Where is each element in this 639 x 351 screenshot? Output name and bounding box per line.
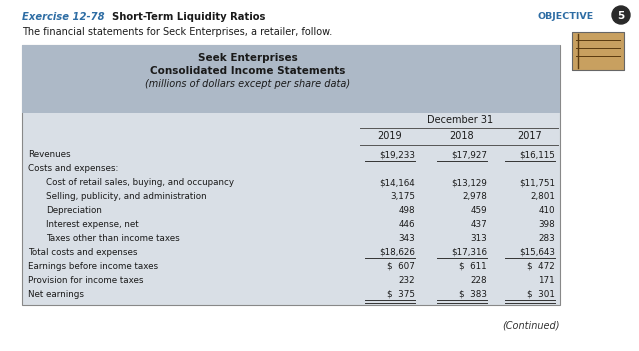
Text: $17,316: $17,316	[451, 248, 487, 257]
Text: 3,175: 3,175	[390, 192, 415, 201]
Text: Consolidated Income Statements: Consolidated Income Statements	[150, 66, 346, 76]
Text: Selling, publicity, and administration: Selling, publicity, and administration	[46, 192, 206, 201]
Text: 5: 5	[617, 11, 625, 21]
Text: $  611: $ 611	[459, 262, 487, 271]
Text: $  301: $ 301	[527, 290, 555, 299]
Text: 2017: 2017	[518, 131, 543, 141]
Text: 2019: 2019	[378, 131, 403, 141]
Text: 2,978: 2,978	[462, 192, 487, 201]
Text: $11,751: $11,751	[519, 178, 555, 187]
Text: $  375: $ 375	[387, 290, 415, 299]
Text: $  383: $ 383	[459, 290, 487, 299]
Text: Interest expense, net: Interest expense, net	[46, 220, 139, 229]
Text: 398: 398	[538, 220, 555, 229]
Text: 2,801: 2,801	[530, 192, 555, 201]
Text: Earnings before income taxes: Earnings before income taxes	[28, 262, 158, 271]
Text: Cost of retail sales, buying, and occupancy: Cost of retail sales, buying, and occupa…	[46, 178, 234, 187]
Text: Taxes other than income taxes: Taxes other than income taxes	[46, 234, 180, 243]
Text: 232: 232	[398, 276, 415, 285]
Text: 437: 437	[470, 220, 487, 229]
Text: $16,115: $16,115	[519, 151, 555, 159]
Text: The financial statements for Seck Enterprises, a retailer, follow.: The financial statements for Seck Enterp…	[22, 27, 332, 37]
Text: Net earnings: Net earnings	[28, 290, 84, 299]
Text: 228: 228	[470, 276, 487, 285]
Text: 446: 446	[399, 220, 415, 229]
Text: $  607: $ 607	[387, 262, 415, 271]
Text: $15,643: $15,643	[519, 248, 555, 257]
Text: 171: 171	[539, 276, 555, 285]
Bar	[22, 45, 560, 305]
Text: Exercise 12-78: Exercise 12-78	[22, 12, 105, 22]
Text: Provision for income taxes: Provision for income taxes	[28, 276, 144, 285]
Text: $14,164: $14,164	[380, 178, 415, 187]
Text: 459: 459	[470, 206, 487, 215]
Text: 498: 498	[398, 206, 415, 215]
Text: $18,626: $18,626	[379, 248, 415, 257]
Text: Costs and expenses:: Costs and expenses:	[28, 164, 118, 173]
Text: (Continued): (Continued)	[502, 320, 560, 330]
Bar	[22, 45, 560, 113]
Text: Short-Term Liquidity Ratios: Short-Term Liquidity Ratios	[112, 12, 265, 22]
Text: December 31: December 31	[427, 115, 493, 125]
Text: 283: 283	[538, 234, 555, 243]
Circle shape	[612, 6, 630, 24]
Text: Total costs and expenses: Total costs and expenses	[28, 248, 137, 257]
Text: $19,233: $19,233	[379, 151, 415, 159]
Text: Revenues: Revenues	[28, 151, 71, 159]
Text: OBJECTIVE: OBJECTIVE	[538, 12, 594, 21]
Text: 2018: 2018	[450, 131, 474, 141]
Text: 343: 343	[398, 234, 415, 243]
Text: $13,129: $13,129	[451, 178, 487, 187]
Text: $17,927: $17,927	[451, 151, 487, 159]
Text: 313: 313	[470, 234, 487, 243]
Text: (millions of dollars except per share data): (millions of dollars except per share da…	[146, 79, 351, 89]
FancyBboxPatch shape	[572, 32, 624, 70]
Text: $  472: $ 472	[527, 262, 555, 271]
Text: Depreciation: Depreciation	[46, 206, 102, 215]
Text: 410: 410	[539, 206, 555, 215]
Text: Seek Enterprises: Seek Enterprises	[198, 53, 298, 63]
